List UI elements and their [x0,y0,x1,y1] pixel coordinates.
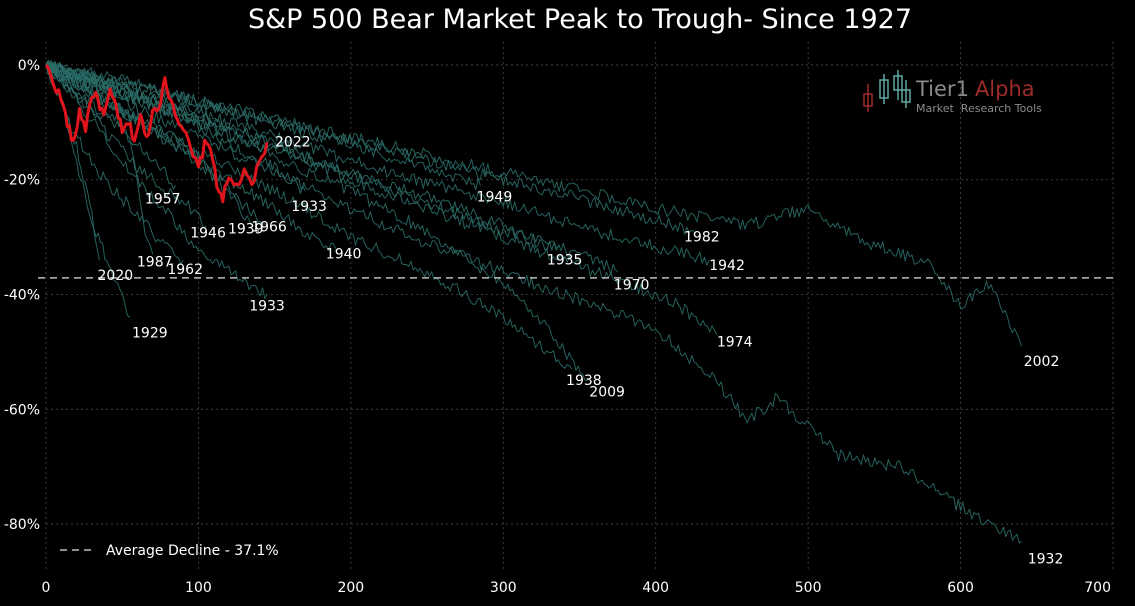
logo-tagline: Market Research Tools [916,102,1042,115]
series-label-1982: 1982 [684,229,720,245]
y-tick-label: 0% [18,58,40,74]
series-label-1987: 1987 [137,254,173,270]
x-tick-label: 500 [795,580,822,596]
series-label-2020: 2020 [98,268,134,284]
series-label-1935: 1935 [547,253,583,269]
series-line-1932 [45,62,1022,544]
series-line-1933 [45,64,184,265]
tier1-alpha-logo: Tier1 Alpha Market Research Tools [863,70,1042,115]
series-label-2009: 2009 [589,385,625,401]
series-label-1970: 1970 [614,278,650,294]
series-label-1933: 1962 [167,262,203,278]
logo-brand-primary: Tier1 [915,77,969,101]
x-axis: 0 100 200 300 400 500 600 700 [42,580,1111,596]
x-tick-label: 600 [947,580,974,596]
series-line-1949 [45,59,481,191]
series-label-1942: 1942 [709,258,745,274]
series-line-2022 [44,64,269,204]
series-line-1938 [45,62,573,370]
series-label-1933: 1933 [249,299,285,315]
logo-brand-secondary: Alpha [975,77,1035,101]
series-lines [44,59,1022,544]
series-line-2002 [45,61,1022,347]
series-line-1946 [45,64,207,229]
legend: Average Decline - 37.1% [60,543,279,559]
series-line-2009 [45,60,588,382]
chart-title: S&P 500 Bear Market Peak to Trough- Sinc… [248,4,912,35]
series-label-1966: 1933 [291,199,327,215]
series-line-1933 [45,64,268,299]
series-line-1982 [45,62,695,235]
y-tick-label: -80% [4,517,40,533]
x-tick-label: 300 [490,580,517,596]
series-label-1932: 1932 [1028,551,1064,567]
series-label-1940: 1940 [326,247,362,263]
series-line-1987 [45,64,154,255]
x-tick-label: 700 [1084,580,1111,596]
series-label-1949: 1949 [477,189,513,205]
candlestick-icon [863,70,911,112]
y-tick-label: -40% [4,288,40,304]
y-tick-label: -20% [4,173,40,189]
series-label-1929: 1929 [132,325,168,341]
x-tick-label: 0 [42,580,51,596]
y-axis: 0% -20% -40% -60% -80% [4,58,40,533]
series-label-1938: 1938 [566,373,602,389]
series-label-2022: 2022 [275,134,311,150]
series-label-1939: 1939 [228,222,264,238]
x-tick-label: 100 [185,580,212,596]
series-line-1962 [45,64,268,227]
series-label-2002: 2002 [1024,354,1060,370]
series-label-1957: 1957 [145,191,181,207]
series-line-1940 [45,60,337,252]
grid [45,42,1114,570]
series-label-1974: 1974 [717,335,753,351]
series-label-1946: 1946 [190,226,226,242]
x-tick-label: 400 [642,580,669,596]
series-label-1962: 1966 [251,220,287,236]
y-tick-label: -60% [4,402,40,418]
legend-label: Average Decline - 37.1% [106,543,279,559]
x-tick-label: 200 [337,580,364,596]
